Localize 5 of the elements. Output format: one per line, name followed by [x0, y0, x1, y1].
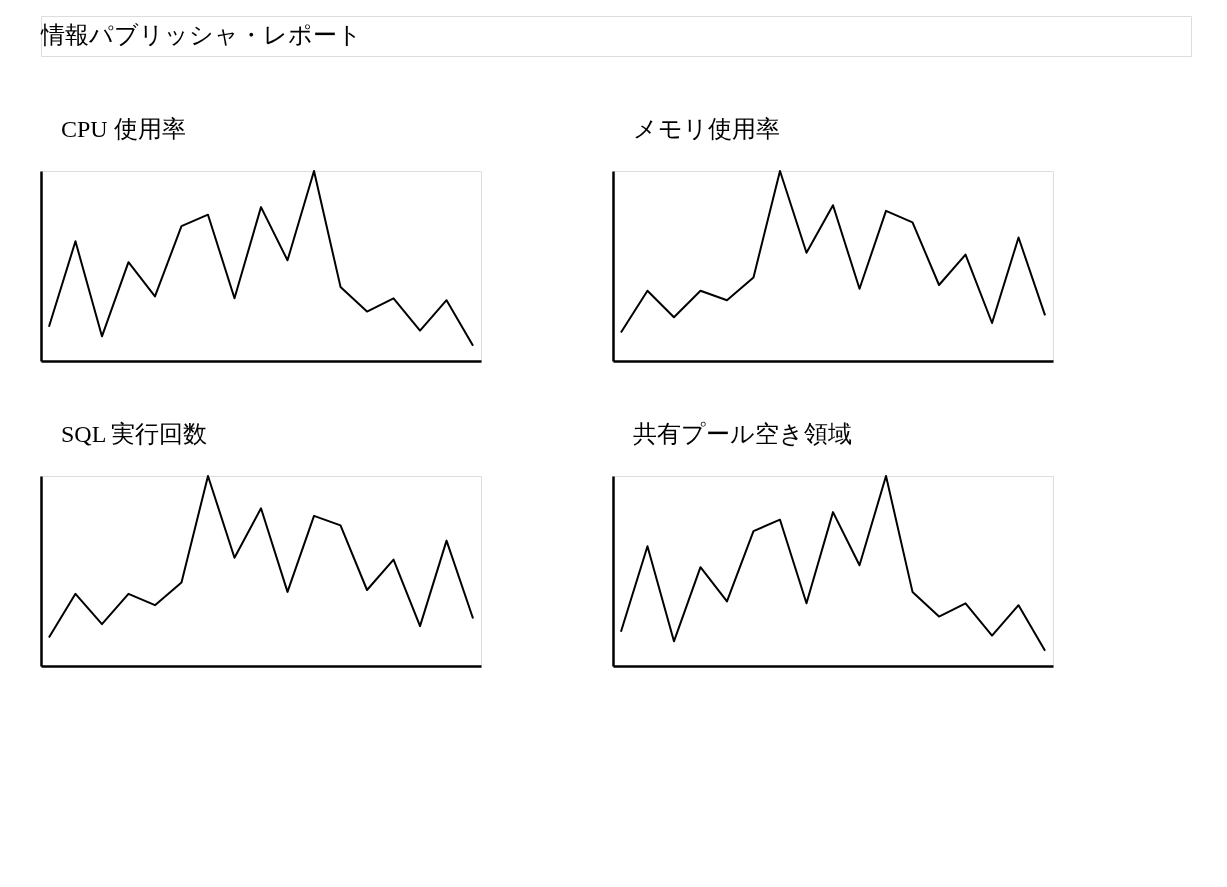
chart-title: SQL 実行回数	[61, 421, 208, 447]
chart-title: 共有プール空き領域	[633, 421, 852, 447]
chart-title: CPU 使用率	[61, 116, 186, 142]
chart-title: メモリ使用率	[633, 116, 780, 142]
text: 情報パブリッシャ・レポート	[40, 22, 362, 48]
